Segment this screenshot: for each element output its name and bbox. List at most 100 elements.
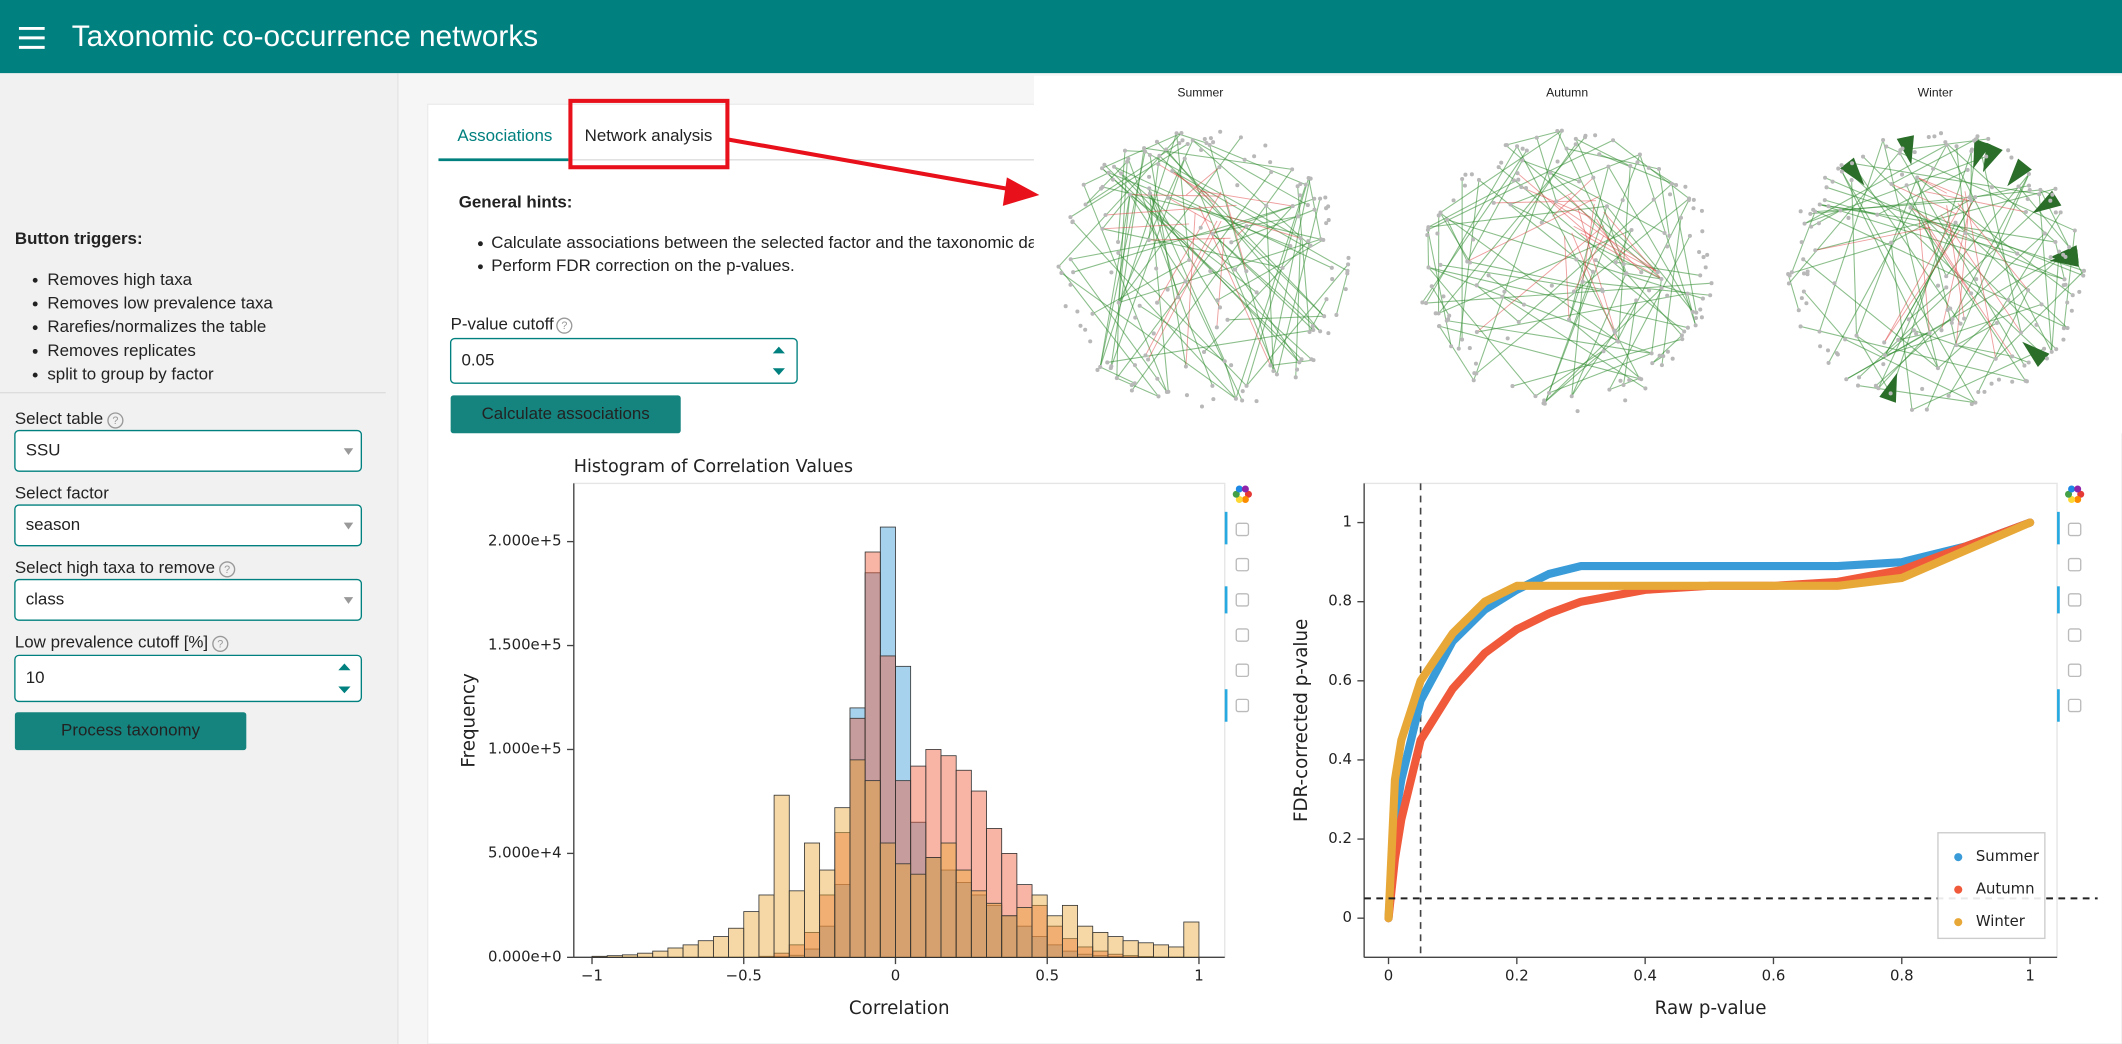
y-tick-label: 1.000e+5 — [488, 739, 562, 757]
toolbar-tool[interactable] — [1235, 557, 1250, 572]
process-button-label[interactable]: Process taxonomy — [61, 721, 201, 740]
cutoff-value[interactable]: 0.05 — [461, 350, 494, 369]
process-button[interactable] — [14, 712, 247, 751]
network-node — [1575, 409, 1580, 414]
network-cluster — [1896, 135, 1914, 165]
network-node — [1996, 377, 2001, 382]
spin-up[interactable] — [772, 346, 785, 354]
toolbar-tool[interactable] — [2067, 522, 2082, 537]
help-icon-mark[interactable]: ? — [217, 638, 223, 650]
network-edge — [1824, 199, 2018, 255]
network-edge — [1171, 170, 1215, 203]
help-icon[interactable] — [556, 317, 573, 334]
help-icon[interactable] — [219, 561, 236, 578]
field-value[interactable]: SSU — [26, 440, 61, 459]
toolbar-tool[interactable] — [1235, 522, 1250, 537]
network-node — [1438, 262, 1443, 267]
network-node — [1801, 271, 1807, 276]
calculate-button[interactable] — [450, 395, 681, 434]
calculate-button-label[interactable]: Calculate associations — [482, 404, 650, 423]
network-node — [1114, 376, 1119, 381]
x-axis-label: Correlation — [849, 998, 950, 1019]
help-icon[interactable] — [107, 412, 124, 429]
toolbar-tool[interactable] — [1235, 593, 1250, 607]
select-box[interactable] — [14, 578, 363, 621]
network-edge — [1851, 162, 2040, 195]
toolbar-tool[interactable] — [2067, 698, 2082, 713]
network-node — [1156, 162, 1161, 167]
network-node — [1307, 330, 1312, 335]
network-node — [1420, 300, 1425, 305]
network-edge — [1505, 130, 1563, 146]
histogram-bar — [925, 857, 942, 958]
y-tick-label: 2.000e+5 — [488, 532, 562, 550]
network-node — [1233, 396, 1238, 401]
network-node — [1549, 283, 1554, 288]
number-input[interactable] — [14, 654, 363, 703]
network-node — [2027, 187, 2032, 193]
network-edge — [1110, 158, 1186, 369]
network-node — [1850, 161, 1855, 166]
field-value[interactable]: season — [26, 515, 81, 534]
help-icon[interactable] — [212, 635, 229, 652]
toolbar-tool[interactable] — [1235, 698, 1250, 713]
toolbar-tool[interactable] — [2067, 557, 2082, 572]
tab[interactable]: Associations — [457, 126, 552, 145]
toolbar-tool[interactable] — [2067, 663, 2082, 678]
field-value[interactable]: 10 — [26, 668, 45, 687]
spin-up[interactable] — [338, 663, 351, 671]
dropdown-caret[interactable] — [343, 448, 354, 455]
help-icon-mark[interactable]: ? — [561, 320, 567, 332]
network-node — [1288, 243, 1293, 249]
network-edge — [1686, 293, 1697, 326]
network-edge — [1544, 154, 1641, 404]
network-node — [1813, 248, 1818, 253]
header — [0, 0, 2122, 74]
network-node — [1520, 158, 1525, 163]
menu-button[interactable] — [18, 26, 45, 49]
network-node — [1515, 171, 1520, 176]
toolbar-tool[interactable] — [1235, 628, 1250, 642]
network-edge — [1815, 188, 2056, 251]
network-node — [1639, 270, 1644, 275]
help-icon-mark[interactable]: ? — [224, 564, 230, 576]
network-edge — [1878, 332, 1930, 389]
network-edge — [1156, 141, 1325, 317]
toolbar-tool[interactable] — [1235, 663, 1250, 678]
network-edge — [1427, 229, 1452, 347]
dropdown-caret[interactable] — [343, 522, 354, 530]
network-edge — [1564, 235, 1570, 320]
network-node — [2037, 192, 2042, 197]
network-node — [1606, 164, 1611, 169]
network-node — [1976, 389, 1981, 395]
network-node — [1183, 279, 1188, 284]
network-edge — [1940, 214, 2022, 333]
network-edge — [1575, 138, 1594, 178]
dropdown-caret[interactable] — [343, 597, 354, 604]
network-node — [1659, 285, 1664, 291]
histogram-bar — [940, 842, 957, 958]
network-node — [1920, 386, 1925, 391]
toolbar-tool[interactable] — [2067, 628, 2082, 642]
tab[interactable]: Network analysis — [585, 126, 713, 145]
network-node — [1705, 252, 1710, 257]
select-box[interactable] — [14, 429, 363, 472]
help-icon-mark[interactable]: ? — [112, 415, 118, 427]
network-node — [1564, 146, 1569, 151]
network-edge — [1826, 186, 2085, 272]
network-edge — [1948, 212, 2062, 397]
spin-down[interactable] — [772, 368, 785, 376]
cutoff-input[interactable] — [449, 337, 798, 384]
network-node — [1665, 244, 1670, 249]
spin-down[interactable] — [338, 686, 351, 694]
network-node — [1127, 192, 1132, 197]
toolbar-tool[interactable] — [2067, 593, 2082, 607]
network-node — [1701, 255, 1706, 260]
network-node — [1958, 321, 1963, 326]
field-value[interactable]: class — [26, 589, 65, 608]
network-edge — [1458, 179, 1480, 349]
network-node — [1511, 178, 1516, 183]
histogram-bar — [606, 955, 623, 958]
select-box[interactable] — [14, 504, 363, 547]
network-node — [1242, 157, 1247, 162]
